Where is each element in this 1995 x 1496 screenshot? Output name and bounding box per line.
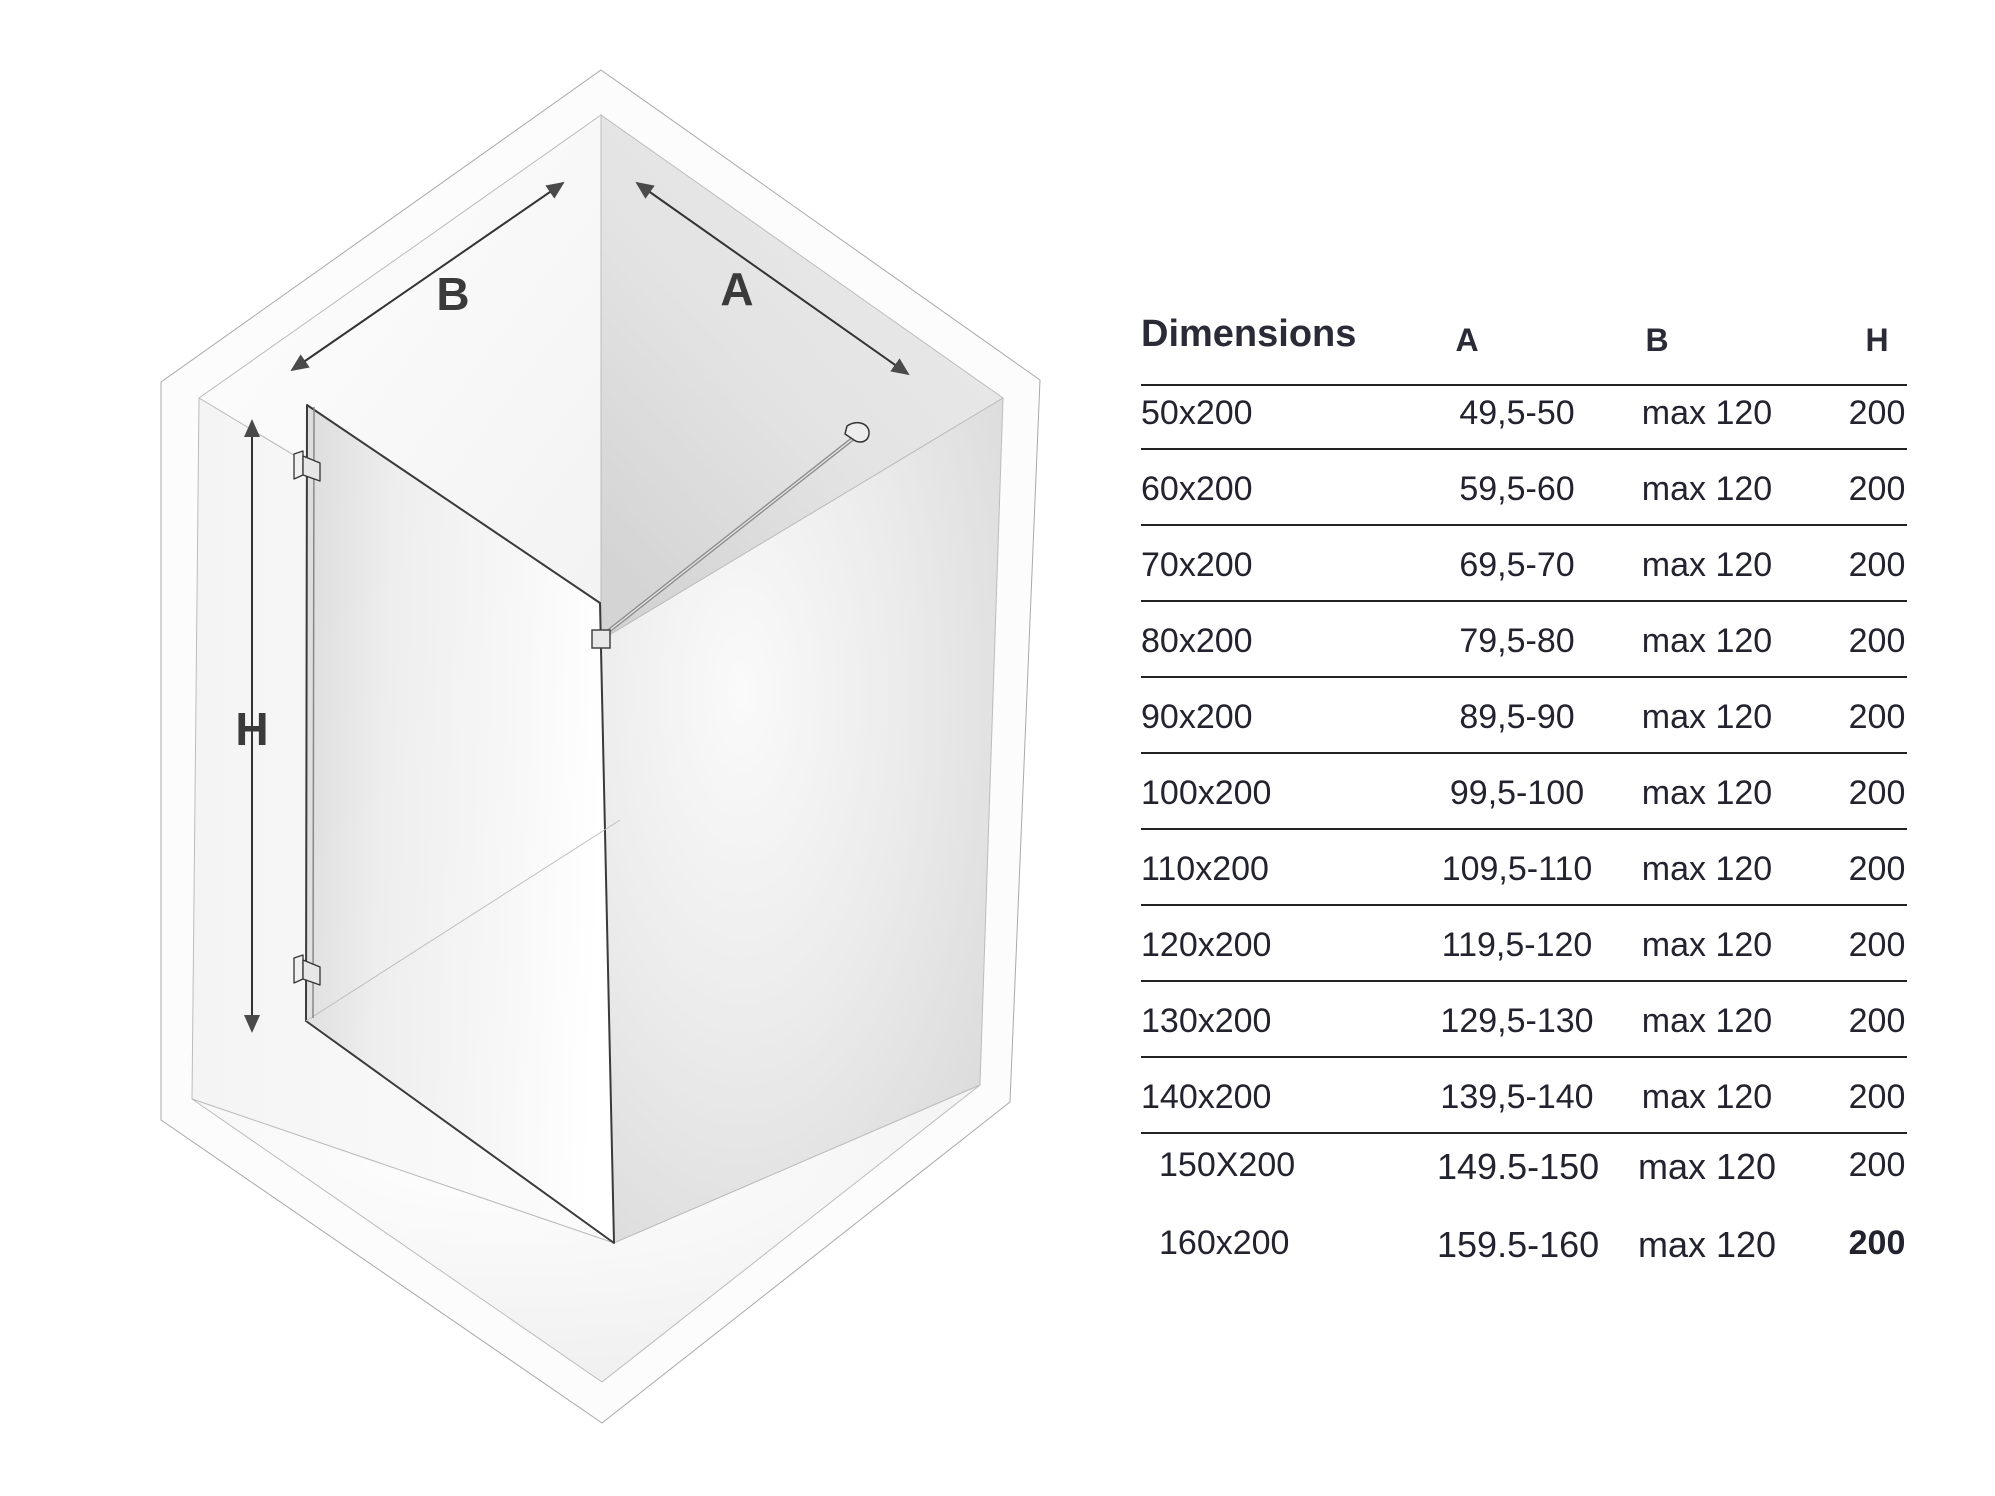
svg-text:A: A — [720, 263, 753, 315]
svg-text:B: B — [436, 268, 469, 320]
svg-text:H: H — [235, 703, 268, 755]
